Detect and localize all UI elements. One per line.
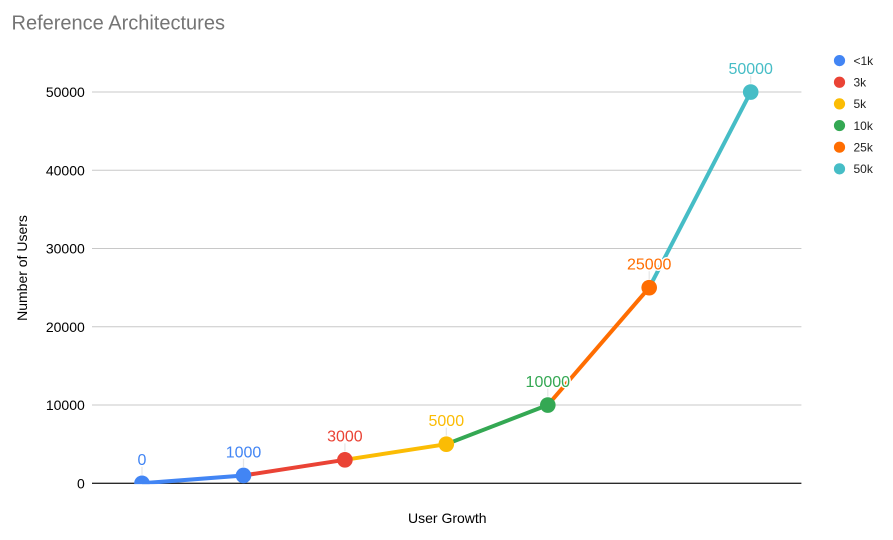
svg-text:50k: 50k <box>854 162 874 176</box>
svg-text:0: 0 <box>77 475 85 491</box>
svg-text:10k: 10k <box>854 119 874 133</box>
svg-text:10000: 10000 <box>526 374 571 391</box>
svg-text:40000: 40000 <box>46 162 85 178</box>
svg-text:25000: 25000 <box>627 256 672 273</box>
svg-text:3000: 3000 <box>327 429 363 446</box>
svg-text:50000: 50000 <box>728 61 773 78</box>
svg-text:50000: 50000 <box>46 84 85 100</box>
svg-text:0: 0 <box>138 452 147 469</box>
svg-text:5000: 5000 <box>429 413 465 430</box>
svg-text:Number of Users: Number of Users <box>14 215 30 321</box>
svg-text:30000: 30000 <box>46 241 85 257</box>
svg-text:1000: 1000 <box>226 444 262 461</box>
svg-text:3k: 3k <box>854 76 868 90</box>
svg-text:<1k: <1k <box>854 54 875 68</box>
svg-text:25k: 25k <box>854 141 874 155</box>
svg-text:5k: 5k <box>854 97 868 111</box>
svg-text:10000: 10000 <box>46 397 85 413</box>
svg-text:User Growth: User Growth <box>408 510 487 526</box>
svg-text:Reference Architectures: Reference Architectures <box>12 13 225 35</box>
svg-text:20000: 20000 <box>46 319 85 335</box>
